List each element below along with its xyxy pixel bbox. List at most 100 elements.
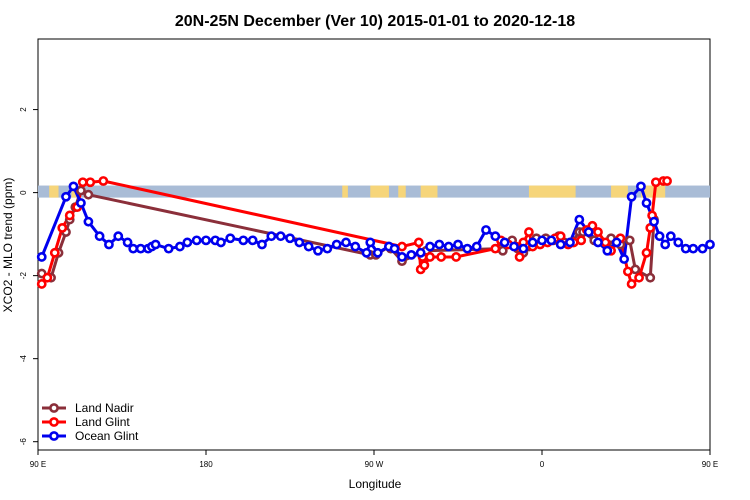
data-point-ocean-glint — [649, 216, 659, 227]
data-point-ocean-glint — [135, 243, 146, 254]
y-tick-label: -2 — [19, 272, 28, 280]
y-tick-label: 2 — [19, 107, 28, 112]
y-axis: 2 0 -2 -4 -6 — [19, 107, 38, 445]
x-tick-label: 90 E — [702, 460, 718, 469]
data-point-ocean-glint — [201, 235, 211, 246]
data-point-land-glint — [524, 227, 534, 237]
data-point-ocean-glint — [665, 231, 676, 242]
data-point-land-glint — [662, 176, 672, 186]
data-point-land-nadir — [83, 189, 94, 200]
data-point-ocean-glint — [389, 243, 400, 254]
map-band-land — [611, 185, 628, 198]
data-point-ocean-glint — [471, 241, 482, 252]
data-point-land-glint — [622, 266, 633, 277]
data-point-ocean-glint — [122, 237, 133, 248]
data-point-ocean-glint — [462, 243, 473, 254]
data-point-land-glint — [576, 235, 587, 246]
data-point-land-nadir — [630, 264, 641, 275]
data-point-ocean-glint — [574, 214, 585, 225]
data-point-land-glint — [626, 279, 637, 289]
data-point-ocean-glint — [546, 235, 557, 246]
data-point-ocean-glint — [128, 243, 139, 254]
data-point-land-nadir — [624, 235, 635, 246]
x-axis: 90 E 180 90 W 0 90 E — [30, 450, 718, 469]
legend-label-ocean-glint: Ocean Glint — [75, 429, 139, 443]
data-point-ocean-glint — [76, 198, 86, 208]
map-band — [38, 185, 710, 198]
data-point-ocean-glint — [313, 245, 323, 256]
data-point-ocean-glint — [619, 254, 630, 264]
data-point-ocean-glint — [593, 237, 603, 248]
data-point-ocean-glint — [425, 241, 435, 252]
data-point-ocean-glint — [490, 231, 501, 242]
x-axis-label: Longitude — [349, 477, 402, 491]
data-point-land-glint — [436, 252, 447, 262]
data-point-ocean-glint — [104, 239, 114, 250]
data-point-ocean-glint — [705, 239, 715, 250]
data-point-land-glint — [555, 231, 566, 242]
data-point-ocean-glint — [163, 243, 174, 254]
data-point-ocean-glint — [415, 247, 426, 258]
data-point-land-glint — [36, 279, 47, 289]
data-point-ocean-glint — [150, 239, 161, 250]
data-point-ocean-glint — [688, 243, 699, 254]
data-point-ocean-glint — [322, 243, 333, 254]
data-point-land-glint — [593, 227, 603, 237]
data-point-land-glint — [397, 241, 407, 252]
series-points — [36, 176, 715, 289]
data-point-ocean-glint — [94, 231, 105, 242]
data-point-ocean-glint — [247, 235, 258, 246]
data-point-ocean-glint — [174, 241, 185, 252]
legend-label-land-nadir: Land Nadir — [75, 401, 134, 415]
data-point-ocean-glint — [673, 237, 684, 248]
data-point-land-nadir — [76, 185, 86, 196]
data-point-land-glint — [451, 252, 462, 262]
x-tick-label: 90 E — [30, 460, 46, 469]
data-point-ocean-glint — [481, 225, 491, 235]
data-point-land-glint — [650, 177, 661, 188]
data-point-ocean-glint — [331, 239, 342, 250]
x-tick-label: 0 — [540, 460, 545, 469]
data-point-ocean-glint — [697, 243, 708, 254]
data-point-ocean-glint — [565, 237, 575, 248]
x-tick-label: 180 — [199, 460, 213, 469]
data-point-ocean-glint — [191, 235, 202, 246]
x-tick-label: 90 W — [365, 460, 384, 469]
map-band-land — [528, 185, 576, 198]
data-point-ocean-glint — [216, 237, 226, 248]
data-point-ocean-glint — [443, 241, 454, 252]
data-point-ocean-glint — [372, 247, 383, 258]
data-point-ocean-glint — [680, 243, 691, 254]
data-point-land-glint — [49, 247, 60, 258]
data-point-ocean-glint — [182, 237, 193, 248]
data-point-land-glint — [85, 177, 96, 188]
map-band-land — [49, 185, 59, 198]
y-tick-label: -6 — [19, 438, 28, 446]
data-point-land-glint — [514, 252, 525, 262]
legend-label-land-glint: Land Glint — [75, 415, 130, 429]
legend-marker-land-glint — [49, 417, 59, 427]
y-tick-label: 0 — [19, 190, 28, 195]
data-point-ocean-glint — [303, 241, 314, 252]
data-point-land-nadir — [645, 272, 656, 283]
data-point-ocean-glint — [238, 235, 249, 246]
data-point-land-glint — [42, 272, 53, 283]
data-point-ocean-glint — [434, 239, 445, 250]
data-point-ocean-glint — [275, 231, 286, 242]
data-point-ocean-glint — [660, 239, 671, 250]
data-point-land-glint — [490, 243, 501, 254]
data-point-ocean-glint — [527, 237, 538, 248]
map-band-land — [420, 185, 438, 198]
data-point-ocean-glint — [453, 239, 463, 250]
data-point-ocean-glint — [602, 245, 613, 256]
data-point-ocean-glint — [555, 239, 566, 250]
data-point-ocean-glint — [83, 216, 94, 227]
legend-marker-ocean-glint — [49, 431, 59, 441]
data-point-land-glint — [641, 247, 652, 258]
data-point-ocean-glint — [61, 191, 71, 202]
map-band-land — [640, 185, 666, 198]
data-point-ocean-glint — [365, 237, 376, 248]
data-point-land-glint — [57, 222, 68, 233]
data-point-ocean-glint — [509, 241, 519, 252]
data-point-land-glint — [77, 177, 88, 188]
